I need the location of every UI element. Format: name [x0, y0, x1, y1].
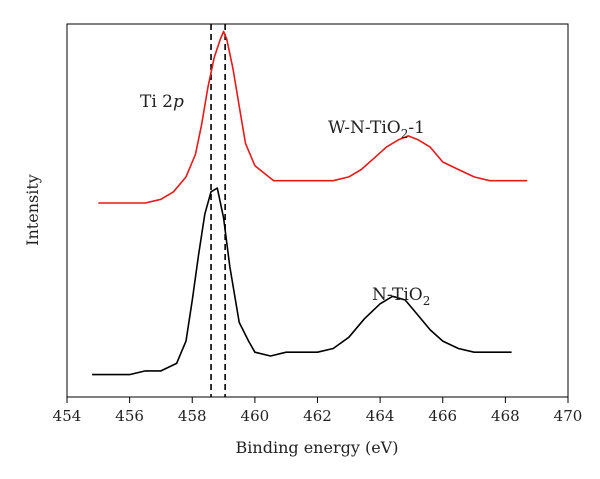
- ti2p-peak-label: Ti 2p: [140, 92, 184, 112]
- series-layer: [92, 30, 528, 376]
- upper-series-label-post: -1: [408, 118, 425, 138]
- x-tick-label: 458: [178, 407, 207, 425]
- reference-lines: [210, 24, 226, 397]
- x-tick-label: 462: [303, 407, 332, 425]
- ti2p-label-main: Ti 2: [140, 92, 173, 112]
- x-tick-label: 460: [241, 407, 270, 425]
- x-tick-label: 454: [53, 407, 82, 425]
- ti2p-label-italic: p: [173, 92, 184, 112]
- lower-series-label-sub: 2: [423, 294, 431, 308]
- upper-series-label-sub: 2: [401, 127, 409, 141]
- x-tick-label: 464: [366, 407, 395, 425]
- x-tick-label: 456: [115, 407, 144, 425]
- x-axis-ticks: 454 456 458 460 462 464 466 468 470: [53, 397, 583, 425]
- plot-frame: [66, 23, 569, 398]
- series-line-upper: [98, 30, 528, 204]
- series-line-lower: [92, 187, 512, 376]
- x-axis-title: Binding energy (eV): [236, 438, 399, 457]
- y-axis-title: Intensity: [23, 174, 42, 246]
- x-tick-label: 468: [491, 407, 520, 425]
- upper-series-label-pre: W-N-TiO: [328, 118, 401, 138]
- lower-series-label-pre: N-TiO: [372, 285, 423, 305]
- x-tick-label: 470: [554, 407, 583, 425]
- x-tick-label: 466: [428, 407, 457, 425]
- upper-series-label: W-N-TiO2-1: [328, 118, 425, 141]
- lower-series-label: N-TiO2: [372, 285, 430, 308]
